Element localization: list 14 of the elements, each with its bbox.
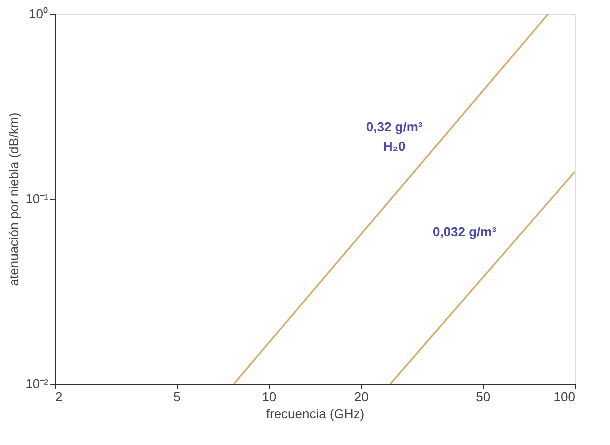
- x-axis-title: frecuencia (GHz): [266, 406, 365, 422]
- x-tick-label: 2: [56, 390, 63, 404]
- annotation: 0,32 g/m³: [366, 120, 424, 135]
- y-tick-label: 10⁰: [29, 6, 48, 22]
- x-tick-label: 100: [554, 390, 576, 404]
- y-tick-label: 10⁻²: [26, 376, 50, 392]
- annotation: H₂0: [383, 139, 406, 154]
- x-tick-label: 20: [354, 390, 369, 404]
- x-tick-label: 10: [262, 390, 277, 404]
- x-tick-label: 5: [174, 390, 181, 404]
- x-tick-label: 50: [476, 390, 491, 404]
- annotation: 0,032 g/m³: [432, 224, 498, 240]
- y-tick-label: 10⁻¹: [26, 192, 50, 206]
- y-axis-title: atenuación por niebla (dB/km): [6, 112, 22, 286]
